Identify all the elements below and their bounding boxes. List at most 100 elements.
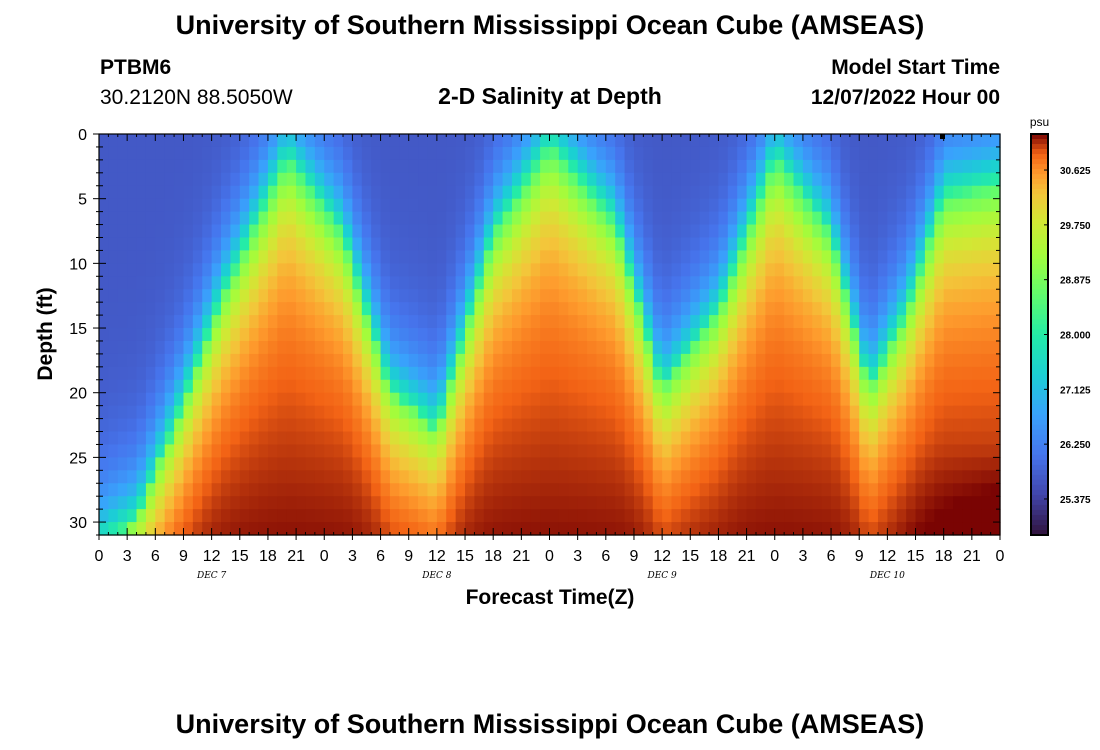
heatmap-cell xyxy=(145,328,156,342)
heatmap-cell xyxy=(136,224,147,239)
heatmap-cell xyxy=(493,276,504,290)
heatmap-cell xyxy=(455,263,466,277)
heatmap-cell xyxy=(755,379,766,394)
heatmap-cell xyxy=(784,315,795,329)
heatmap-cell xyxy=(774,237,785,252)
heatmap-cell xyxy=(277,289,288,303)
heatmap-cell xyxy=(211,509,222,523)
heatmap-cell xyxy=(389,418,400,433)
page-title: University of Southern Mississippi Ocean… xyxy=(175,10,925,40)
heatmap-cell xyxy=(943,250,954,264)
heatmap-cell xyxy=(896,211,907,226)
heatmap-cell xyxy=(192,250,203,264)
heatmap-cell xyxy=(784,366,795,381)
heatmap-cell xyxy=(286,379,297,394)
heatmap-cell xyxy=(230,250,241,264)
heatmap-cell xyxy=(549,185,560,200)
heatmap-cell xyxy=(596,198,607,213)
heatmap-cell xyxy=(587,366,598,381)
heatmap-cell xyxy=(643,444,654,458)
heatmap-cell xyxy=(117,340,128,355)
colorbar-segment xyxy=(1031,314,1048,321)
heatmap-cell xyxy=(981,509,992,523)
heatmap-cell xyxy=(343,302,354,316)
heatmap-cell xyxy=(277,134,288,148)
heatmap-cell xyxy=(915,340,926,355)
heatmap-cell xyxy=(765,250,776,264)
heatmap-cell xyxy=(924,315,935,329)
heatmap-cell xyxy=(427,392,438,407)
heatmap-cell xyxy=(211,302,222,316)
x-tick-label: 18 xyxy=(259,548,277,565)
heatmap-cell xyxy=(465,276,476,290)
heatmap-cell xyxy=(549,263,560,277)
heatmap-cell xyxy=(765,405,776,420)
heatmap-cell xyxy=(258,237,269,252)
heatmap-cell xyxy=(662,431,673,446)
heatmap-cell xyxy=(389,276,400,290)
heatmap-cell xyxy=(249,418,260,433)
heatmap-cell xyxy=(633,315,644,329)
heatmap-cell xyxy=(399,276,410,290)
heatmap-cell xyxy=(230,263,241,277)
heatmap-cell xyxy=(802,522,813,536)
heatmap-cell xyxy=(727,418,738,433)
heatmap-cell xyxy=(793,146,804,161)
heatmap-cell xyxy=(633,496,644,510)
heatmap-cell xyxy=(99,353,109,368)
heatmap-cell xyxy=(812,353,823,368)
heatmap-cell xyxy=(155,302,166,316)
heatmap-cell xyxy=(436,198,447,213)
heatmap-cell xyxy=(812,444,823,458)
heatmap-cell xyxy=(230,211,241,226)
heatmap-cell xyxy=(108,444,119,458)
heatmap-cell xyxy=(258,392,269,407)
heatmap-cell xyxy=(924,405,935,420)
heatmap-cell xyxy=(877,159,888,174)
heatmap-cell xyxy=(887,418,898,433)
heatmap-cell xyxy=(127,315,138,329)
heatmap-cell xyxy=(502,444,513,458)
heatmap-cell xyxy=(671,418,682,433)
colorbar-tick-label: 25.375 xyxy=(1060,495,1091,506)
heatmap-cell xyxy=(831,509,842,523)
heatmap-cell xyxy=(352,159,363,174)
heatmap-cell xyxy=(399,392,410,407)
heatmap-cell xyxy=(662,522,673,536)
colorbar-segment xyxy=(1031,269,1048,275)
heatmap-cell xyxy=(868,405,879,420)
heatmap-cell xyxy=(755,237,766,252)
heatmap-cell xyxy=(202,353,213,368)
heatmap-cell xyxy=(296,198,307,213)
heatmap-cell xyxy=(934,263,945,277)
heatmap-cell xyxy=(971,302,982,316)
heatmap-cell xyxy=(849,276,860,290)
heatmap-cell xyxy=(99,224,109,239)
heatmap-cell xyxy=(859,444,870,458)
heatmap-cell xyxy=(455,146,466,161)
heatmap-cell xyxy=(971,276,982,290)
heatmap-cell xyxy=(202,379,213,394)
heatmap-cell xyxy=(840,315,851,329)
heatmap-cell xyxy=(671,457,682,471)
heatmap-cell xyxy=(568,457,579,471)
heatmap-cell xyxy=(633,366,644,381)
heatmap-cell xyxy=(117,496,128,510)
heatmap-cell xyxy=(990,315,1001,329)
heatmap-cell xyxy=(784,418,795,433)
heatmap-cell xyxy=(859,392,870,407)
heatmap-cell xyxy=(221,509,231,523)
heatmap-cell xyxy=(361,496,372,510)
heatmap-cell xyxy=(643,250,654,264)
heatmap-cell xyxy=(249,379,260,394)
heatmap-cell xyxy=(155,185,166,200)
heatmap-cell xyxy=(887,470,898,484)
heatmap-cell xyxy=(737,146,748,161)
heatmap-cell xyxy=(324,509,335,523)
heatmap-cell xyxy=(127,289,138,303)
heatmap-cell xyxy=(474,185,485,200)
heatmap-cell xyxy=(699,146,710,161)
heatmap-cell xyxy=(258,353,269,368)
heatmap-cell xyxy=(361,340,372,355)
heatmap-cell xyxy=(924,289,935,303)
